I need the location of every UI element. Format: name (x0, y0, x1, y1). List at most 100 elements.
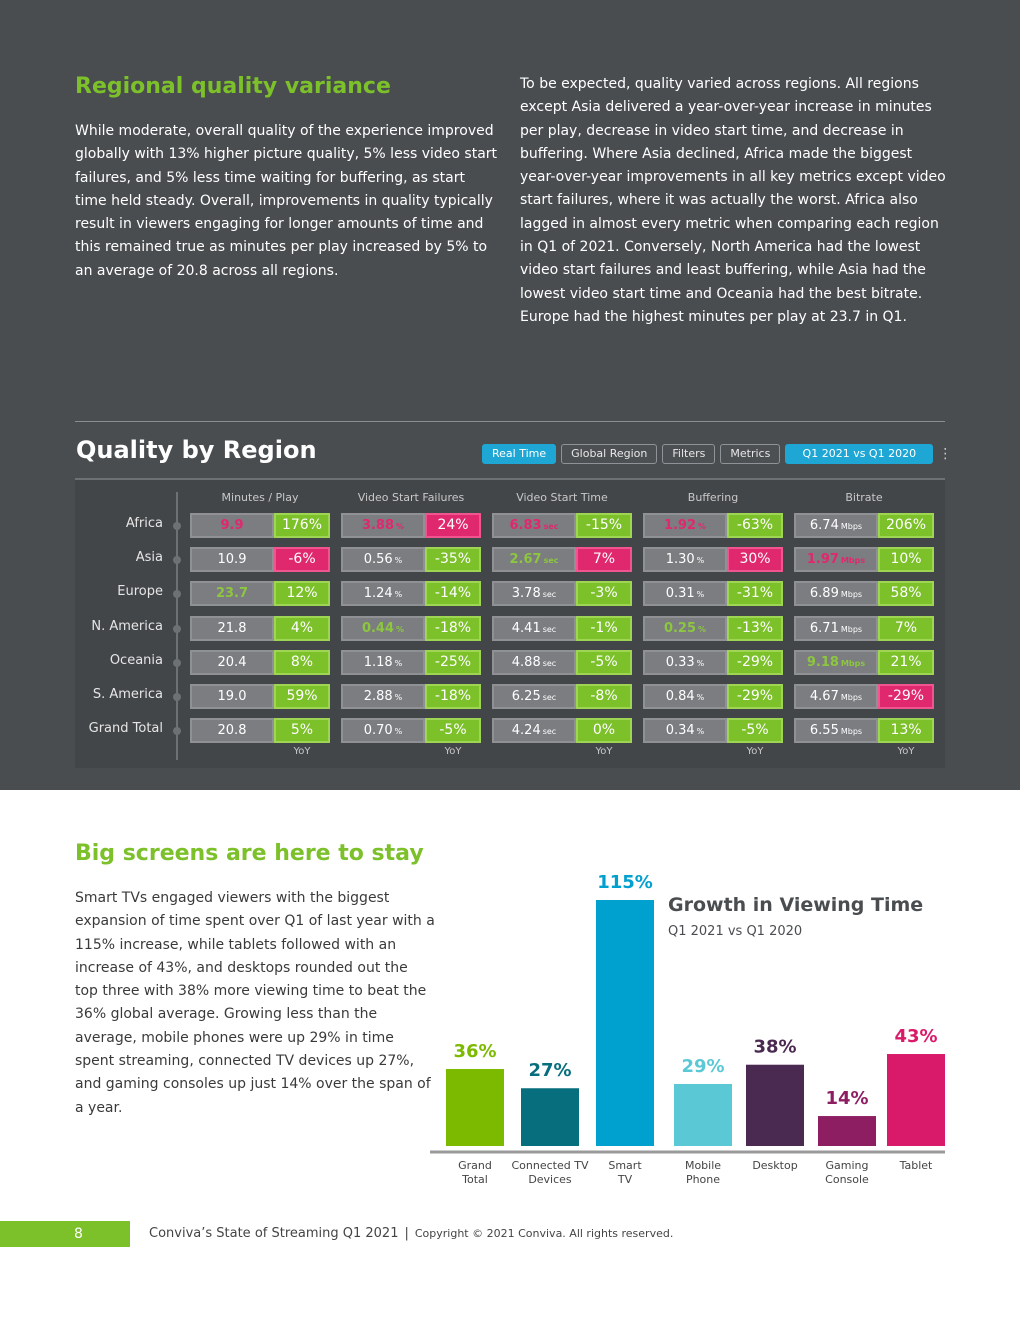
bar (446, 1068, 504, 1146)
metric-number: 4.88 (511, 655, 541, 670)
category-label: Smart (608, 1159, 642, 1172)
metric-value: 0.34% (643, 718, 727, 743)
metric-unit: Mbps (840, 727, 863, 736)
metric-value: 0.31% (643, 581, 727, 606)
footer-copyright: Copyright © 2021 Conviva. All rights res… (414, 1227, 674, 1240)
metric-number: 4.41 (511, 621, 541, 636)
footer-publication: Conviva’s State of Streaming Q1 2021 (149, 1226, 399, 1241)
regional-quality-left-paragraph: While moderate, overall quality of the e… (75, 123, 498, 279)
yoy-change: -15% (576, 513, 632, 538)
metric-cell-asia-minutes-play: 10.9 -6% (190, 547, 330, 572)
metric-cell-s-america-minutes-play: 19.0 59% (190, 684, 330, 709)
data-label: 27% (528, 1060, 571, 1081)
metric-number: 4.67 (809, 689, 839, 704)
yoy-change: 8% (274, 650, 330, 675)
metric-value: 2.67 sec (492, 547, 576, 572)
metric-unit: % (396, 522, 405, 531)
global-region-button[interactable]: Global Region (561, 444, 658, 464)
metric-number: 9.9 (220, 518, 244, 533)
metric-value: 21.8 (190, 616, 274, 641)
metric-cell-s-america-video-start-failures: 2.88% -18% (341, 684, 481, 709)
metric-value: 9.9 (190, 513, 274, 538)
metric-number: 0.84 (665, 689, 695, 704)
yoy-change: -3% (576, 581, 632, 606)
metric-unit: Mbps (840, 556, 866, 565)
metric-cell-grand-total-bitrate: 6.55 Mbps 13% (794, 718, 934, 743)
metric-value: 20.4 (190, 650, 274, 675)
yoy-change: 30% (727, 547, 783, 572)
metric-value: 4.67 Mbps (794, 684, 878, 709)
yoy-change: 13% (878, 718, 934, 743)
yoy-change: -18% (425, 616, 481, 641)
real-time-button[interactable]: Real Time (482, 444, 557, 464)
metric-cell-africa-video-start-time: 6.83 sec -15% (492, 513, 632, 538)
yoy-change: 0% (576, 718, 632, 743)
metric-value: 6.71 Mbps (794, 616, 878, 641)
data-label: 43% (894, 1026, 937, 1047)
metric-value: 3.88% (341, 513, 425, 538)
big-screens-paragraph: Smart TVs engaged viewers with the bigge… (75, 890, 435, 1116)
yoy-label: YoY (897, 746, 915, 757)
metric-unit: % (696, 693, 705, 702)
metric-value: 1.18% (341, 650, 425, 675)
metric-value: 4.88 sec (492, 650, 576, 675)
category-label: Tablet (899, 1159, 933, 1172)
bar (746, 1064, 804, 1146)
metric-unit: % (396, 625, 405, 634)
divider-line (75, 421, 945, 422)
yoy-change: -18% (425, 684, 481, 709)
row-marker (173, 590, 181, 598)
yoy-change: 176% (274, 513, 330, 538)
metric-cell-africa-video-start-failures: 3.88% 24% (341, 513, 481, 538)
more-options-icon[interactable]: ⋮ (938, 446, 953, 462)
metric-value: 0.56% (341, 547, 425, 572)
metric-number: 6.89 (809, 586, 839, 601)
metric-value: 0.70% (341, 718, 425, 743)
metric-value: 6.25 sec (492, 684, 576, 709)
metric-value: 1.24% (341, 581, 425, 606)
metric-cell-grand-total-minutes-play: 20.8 5% (190, 718, 330, 743)
yoy-change: -6% (274, 547, 330, 572)
metric-cell-europe-buffering: 0.31% -31% (643, 581, 783, 606)
metric-value: 4.24 sec (492, 718, 576, 743)
yoy-change: -13% (727, 616, 783, 641)
metric-cell-africa-bitrate: 6.74 Mbps 206% (794, 513, 934, 538)
metric-number: 6.83 (509, 518, 542, 533)
metric-unit: Mbps (840, 659, 866, 668)
metrics-button[interactable]: Metrics (720, 444, 781, 464)
yoy-change: -25% (425, 650, 481, 675)
metric-unit: sec (542, 590, 557, 599)
metric-number: 6.74 (809, 518, 839, 533)
metric-cell-africa-minutes-play: 9.9 176% (190, 513, 330, 538)
metric-cell-grand-total-video-start-time: 4.24 sec 0% (492, 718, 632, 743)
metric-unit: Mbps (840, 693, 863, 702)
region-label-s-america: S. America (92, 687, 163, 702)
metric-cell-n-america-video-start-failures: 0.44% -18% (341, 616, 481, 641)
metric-number: 6.25 (511, 689, 541, 704)
metric-number: 1.97 (806, 552, 839, 567)
data-label: 14% (825, 1088, 868, 1109)
metric-value: 4.41 sec (492, 616, 576, 641)
metric-number: 21.8 (217, 621, 247, 636)
metric-unit: Mbps (840, 590, 863, 599)
metric-number: 6.71 (809, 621, 839, 636)
section-title-regional-quality: Regional quality variance (75, 74, 391, 99)
metric-value: 1.92% (643, 513, 727, 538)
metric-cell-n-america-minutes-play: 21.8 4% (190, 616, 330, 641)
yoy-change: -29% (727, 684, 783, 709)
metric-value: 0.84% (643, 684, 727, 709)
metric-unit: % (696, 556, 705, 565)
metric-number: 1.18 (363, 655, 393, 670)
yoy-change: 5% (274, 718, 330, 743)
column-header-bitrate: Bitrate (845, 491, 883, 504)
category-label: Phone (686, 1173, 720, 1186)
yoy-change: 24% (425, 513, 481, 538)
filters-button[interactable]: Filters (662, 444, 716, 464)
metric-value: 0.25% (643, 616, 727, 641)
data-label: 36% (453, 1041, 496, 1062)
yoy-change: -8% (576, 684, 632, 709)
metric-unit: % (394, 590, 403, 599)
period-selector-button[interactable]: Q1 2021 vs Q1 2020 (785, 444, 934, 464)
metric-cell-grand-total-video-start-failures: 0.70% -5% (341, 718, 481, 743)
quality-toolbar: Real Time Global Region Filters Metrics … (482, 444, 953, 464)
